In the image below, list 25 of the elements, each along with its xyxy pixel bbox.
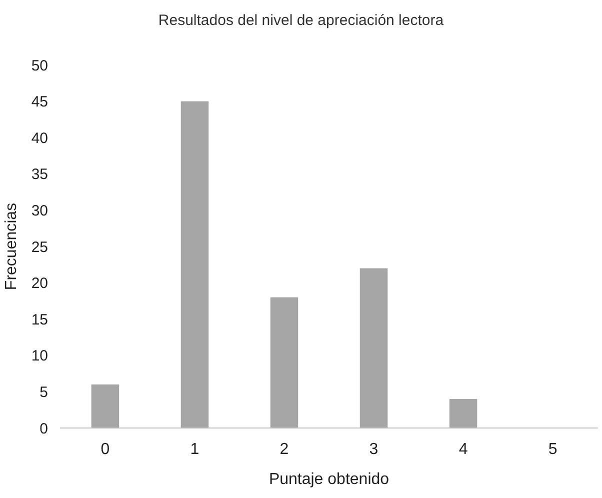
x-tick-label: 0 [100, 441, 110, 458]
bar [91, 384, 120, 428]
bar [270, 297, 298, 428]
x-tick-label: 5 [548, 441, 558, 458]
y-tick-label: 15 [31, 311, 48, 328]
y-tick-label: 10 [31, 348, 48, 365]
x-tick-label: 3 [369, 441, 378, 458]
y-tick-label: 30 [31, 202, 48, 220]
x-tick-label: 2 [280, 441, 289, 458]
y-tick-label: 50 [31, 57, 48, 74]
y-tick-label: 40 [31, 130, 48, 147]
y-tick-label: 35 [31, 166, 48, 184]
y-tick-label: 45 [31, 94, 48, 111]
chart-title: Resultados del nivel de apreciación lectora [158, 12, 444, 29]
y-axis-title: Frecuencias [3, 202, 20, 290]
y-tick-label: 20 [31, 275, 48, 292]
bar [449, 398, 478, 428]
x-tick-label: 1 [190, 441, 200, 458]
bar [180, 101, 209, 428]
x-axis-title: Puntaje obtenido [268, 471, 390, 488]
bar [360, 268, 388, 428]
y-tick-label: 0 [40, 420, 48, 438]
x-tick-label: 4 [458, 441, 468, 458]
y-tick-label: 25 [31, 238, 48, 256]
y-tick-label: 5 [40, 384, 48, 401]
